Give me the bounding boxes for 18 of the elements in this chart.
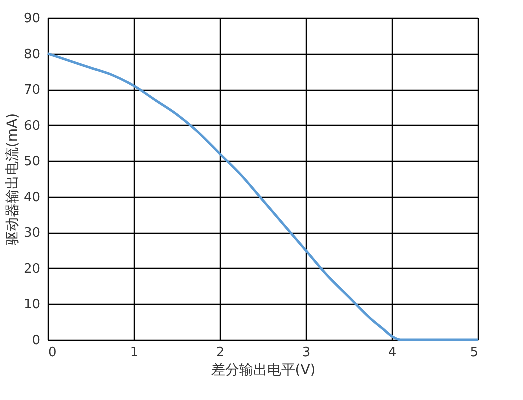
x-tick-label: 3 [302, 346, 311, 360]
y-tick-label: 60 [24, 118, 40, 134]
y-tick-label: 70 [24, 83, 40, 98]
x-tick-label: 1 [130, 346, 139, 360]
x-tick-label: 0 [48, 346, 57, 360]
y-tick-label: 50 [24, 154, 40, 170]
x-tick-label: 4 [388, 346, 397, 360]
y-tick-label: 30 [24, 226, 40, 242]
x-axis-title: 差分输出电平(V) [211, 362, 316, 378]
y-tick-label: 10 [24, 298, 40, 313]
y-axis-title: 驱动器输出电流(mA) [4, 113, 21, 246]
y-tick-label: 40 [24, 190, 40, 206]
x-tick-label: 5 [470, 346, 478, 360]
y-tick-label: 0 [32, 334, 40, 348]
y-tick-label: 90 [24, 12, 40, 26]
x-tick-label: 2 [216, 346, 225, 360]
y-tick-label: 80 [24, 47, 40, 62]
y-tick-label: 20 [24, 262, 40, 277]
